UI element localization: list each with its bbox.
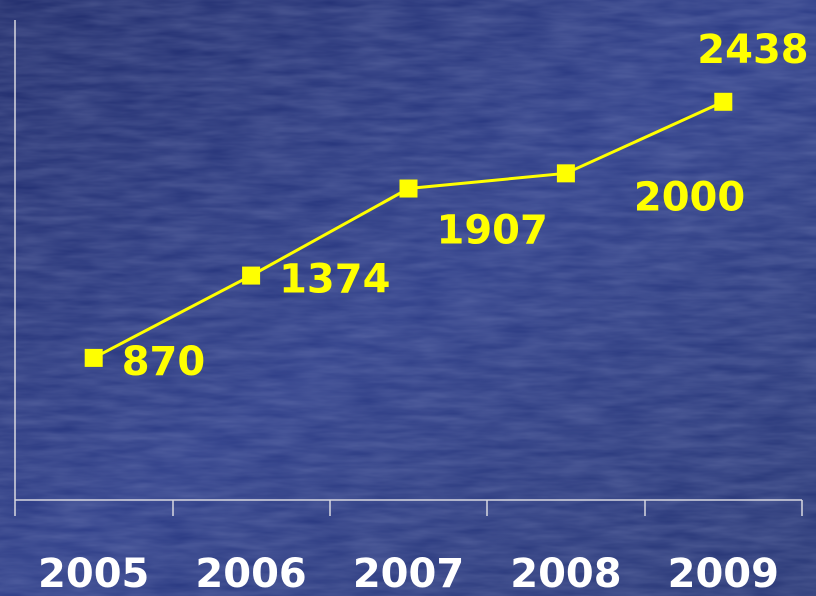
marker <box>242 266 261 285</box>
data-label: 870 <box>122 339 206 385</box>
marker <box>399 179 418 198</box>
x-tick-label: 2006 <box>195 551 306 596</box>
x-tick-label: 2005 <box>38 551 149 596</box>
data-label: 2438 <box>697 27 808 73</box>
x-tick-label: 2008 <box>510 551 621 596</box>
axes <box>14 20 803 516</box>
data-label: 1907 <box>437 208 548 254</box>
marker <box>84 348 103 367</box>
x-tick-label: 2009 <box>668 551 779 596</box>
x-tick-label: 2007 <box>353 551 464 596</box>
marker <box>714 92 733 111</box>
data-label: 2000 <box>634 174 745 220</box>
data-label: 1374 <box>279 257 390 303</box>
marker <box>556 164 575 183</box>
